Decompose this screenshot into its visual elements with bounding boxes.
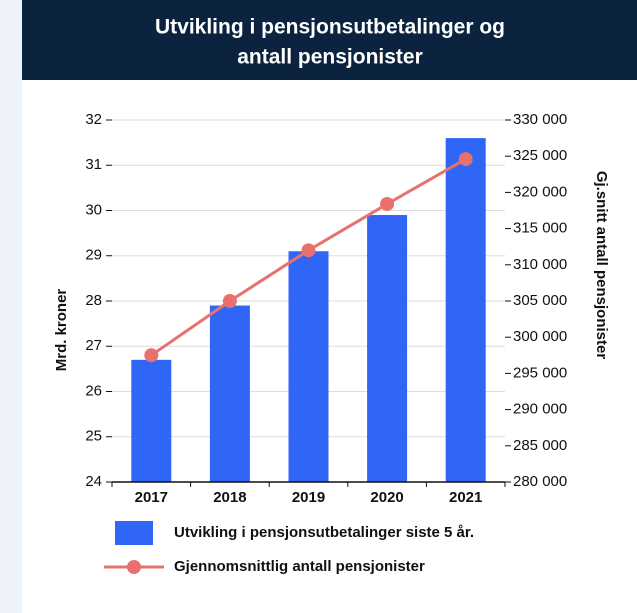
x-tick-label: 2021	[449, 489, 482, 506]
legend-swatch	[115, 521, 153, 545]
y2-tick-label: 315 000	[513, 220, 567, 237]
y2-tick-label: 280 000	[513, 473, 567, 490]
line-point	[458, 152, 473, 167]
y-tick-label: 31	[85, 156, 102, 173]
bar	[209, 305, 250, 482]
y-tick-label: 24	[85, 473, 102, 490]
header	[22, 0, 637, 80]
y-axis-title: Mrd. kroner	[53, 289, 70, 372]
bar	[367, 215, 408, 482]
line-point	[301, 243, 316, 258]
y-tick-label: 32	[85, 111, 102, 128]
x-tick-label: 2020	[370, 489, 403, 506]
y-tick-label: 30	[85, 201, 102, 218]
y2-tick-label: 325 000	[513, 147, 567, 164]
bar	[131, 359, 172, 482]
bar	[445, 138, 486, 482]
y2-tick-label: 330 000	[513, 111, 567, 128]
x-tick-label: 2018	[213, 489, 246, 506]
y-tick-label: 29	[85, 247, 102, 264]
x-tick-label: 2017	[135, 489, 168, 506]
chart-title: antall pensjonister	[237, 46, 423, 69]
line-point	[144, 348, 159, 363]
y2-tick-label: 295 000	[513, 364, 567, 381]
legend-label: Gjennomsnittlig antall pensjonister	[174, 558, 425, 575]
x-tick-label: 2019	[292, 489, 325, 506]
y2-axis-title: Gj.snitt antall pensjonister	[593, 171, 610, 360]
y2-tick-label: 285 000	[513, 437, 567, 454]
y2-tick-label: 300 000	[513, 328, 567, 345]
y2-tick-label: 320 000	[513, 183, 567, 200]
y2-tick-label: 305 000	[513, 292, 567, 309]
y-tick-label: 27	[85, 337, 102, 354]
legend-label: Utvikling i pensjonsutbetalinger siste 5…	[174, 524, 474, 541]
panel	[22, 0, 637, 613]
bar	[288, 251, 329, 482]
legend-swatch	[127, 560, 141, 574]
line-point	[222, 294, 237, 308]
line-point	[380, 196, 395, 211]
y-tick-label: 28	[85, 292, 102, 309]
y-tick-label: 25	[85, 428, 102, 445]
y-tick-label: 26	[85, 382, 102, 399]
y2-tick-label: 310 000	[513, 256, 567, 273]
y2-tick-label: 290 000	[513, 401, 567, 418]
chart-title: Utvikling i pensjonsutbetalinger og	[155, 16, 505, 39]
